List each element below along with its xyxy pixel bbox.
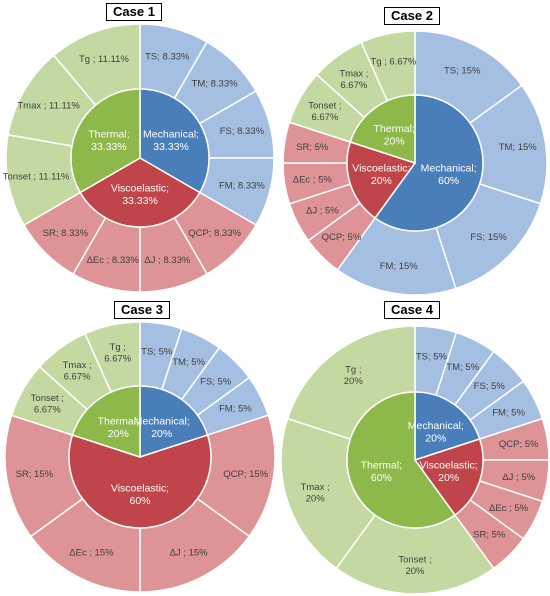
case-3-outer-label-qcp: QCP; 15% — [223, 469, 268, 480]
case-3-outer-label-ts: TS; 5% — [141, 347, 173, 358]
case-2-outer-label-tonset: Tonset ; 6.67% — [308, 101, 341, 123]
case-1-inner-slice-mechanical — [139, 88, 210, 194]
case-4-title: Case 4 — [384, 301, 440, 319]
case-1-chart: TS; 8.33% TM; 8.33% FS; 8.33% FM; 8.33% QCP;… — [3, 23, 275, 293]
case-1-title: Case 1 — [106, 3, 162, 21]
case-2-inner-label-viscoelastic: Viscoelastic; 20% — [352, 162, 410, 187]
case-1-outer-label-qcp: QCP; 8.33% — [188, 228, 241, 239]
case-3-outer-label-tm: TM; 5% — [172, 357, 205, 368]
case-1-outer-label-fm: FM; 8.33% — [219, 181, 265, 192]
case-4-outer-label-tonset: Tonset ; 20% — [398, 555, 431, 577]
case-1-outer-label-sr: SR; 8.33% — [43, 228, 89, 239]
case-2-inner-slice-thermal — [349, 94, 416, 165]
case-1-inner-slice-viscoelastic — [79, 157, 201, 228]
case-2-outer-label-delta-j: ΔJ ; 5% — [306, 206, 339, 217]
case-1-inner-label-thermal: Thermal; 33.33% — [88, 128, 129, 153]
case-2-outer-label-tg: Tg ; 6.67% — [370, 57, 416, 68]
case-2-outer-label-ts: TS; 15% — [444, 66, 481, 77]
case-4-outer-label-fm: FM; 5% — [492, 408, 525, 419]
case-2-outer-label-sr: SR; 5% — [296, 142, 329, 153]
case-4-outer-label-tg: Tg ; 20% — [344, 365, 364, 387]
case-1-outer-label-fs: FS; 8.33% — [220, 126, 265, 137]
case-1-outer-label-tg: Tg ; 11.11% — [79, 54, 129, 65]
case-1-inner-label-mechanical: Mechanical; 33.33% — [143, 128, 199, 153]
case-2-outer-label-qcp: QCP; 5% — [322, 232, 362, 243]
case-4-inner-slice-mechanical — [414, 391, 481, 462]
case-3-inner-slice-mechanical — [139, 385, 209, 459]
case-1-outer-label-delta-ec: ΔEc ; 8.33% — [87, 255, 140, 266]
case-3-outer-label-fm: FM; 5% — [219, 404, 252, 415]
case-3-outer-label-tg: Tg ; 6.67% — [104, 342, 131, 364]
case-4-outer-label-ts: TS; 5% — [416, 352, 448, 363]
case-3-outer-label-delta-ec: ΔEc ; 15% — [69, 548, 114, 559]
case-4-outer-label-fs: FS; 5% — [474, 381, 506, 392]
case-2-outer-label-tm: TM; 15% — [499, 142, 538, 153]
case-1-outer-label-tmax: Tmax ; 11.11% — [17, 101, 80, 112]
case-1-inner-label-viscoelastic: Viscoelastic; 33.33% — [111, 182, 169, 207]
case-4-outer-label-delta-j: ΔJ ; 5% — [502, 472, 535, 483]
case-4-inner-slice-viscoelastic — [413, 438, 484, 517]
case-4-inner-slice-thermal — [346, 391, 457, 529]
case-3-outer-label-sr: SR; 15% — [16, 469, 54, 480]
case-2-inner-label-mechanical: Mechanical; 60% — [421, 162, 477, 187]
case-4-outer-label-qcp: QCP; 5% — [499, 439, 539, 450]
case-3-inner-label-mechanical: Mechanical; 20% — [134, 416, 190, 441]
case-3-outer-label-tonset: Tonset ; 6.67% — [31, 393, 64, 415]
case-3-outer-label-fs: FS; 5% — [200, 377, 232, 388]
case-4-chart: TS; 5%TM; 5% FS; 5% FM; 5% QCP; 5% ΔJ ; 5% ΔE… — [280, 325, 550, 595]
case-1-outer-label-delta-j: ΔJ ; 8.33% — [144, 255, 191, 266]
case-2-outer-label-delta-ec: ΔEc ; 5% — [293, 175, 333, 186]
case-2-chart: TS; 15% TM; 15% FS; 15% FM; 15% QCP; 5% ΔJ ; … — [282, 30, 548, 296]
case-2-outer-label-fm: FM; 15% — [380, 261, 419, 272]
case-3-chart: TS; 5%TM; 5% FS; 5% FM; 5% QCP; 15% ΔJ ; 15%… — [4, 321, 276, 593]
case-4-outer-label-delta-ec: ΔEc ; 5% — [489, 503, 529, 514]
case-1-outer-label-tm: TM; 8.33% — [192, 79, 238, 90]
case-1-outer-label-tonset: Tonset ; 11.11% — [3, 172, 70, 183]
case-1-inner-slice-thermal — [70, 88, 141, 194]
case-3-inner-label-viscoelastic: Viscoelastic; 60% — [111, 482, 169, 507]
case-4-outer-label-tmax: Tmax ; 20% — [301, 482, 330, 504]
case-2-inner-slice-viscoelastic — [346, 141, 417, 220]
case-3-inner-label-thermal: Thermal; 20% — [98, 416, 139, 441]
case-3-outer-label-tmax: Tmax ; 6.67% — [63, 360, 92, 382]
case-4-outer-label-sr: SR; 5% — [473, 530, 506, 541]
case-2-inner-slice-mechanical — [373, 94, 484, 232]
case-4-inner-label-viscoelastic: Viscoelastic; 20% — [420, 459, 478, 484]
case-2-title: Case 2 — [384, 7, 440, 25]
case-4-inner-label-thermal: Thermal; 60% — [361, 459, 402, 484]
case-4-inner-label-mechanical: Mechanical; 20% — [408, 420, 464, 445]
case-2-outer-label-tmax: Tmax ; 6.67% — [339, 69, 368, 91]
case-3-outer-label-delta-j: ΔJ ; 15% — [170, 548, 209, 559]
case-1-outer-label-ts: TS; 8.33% — [145, 51, 190, 62]
case-3-title: Case 3 — [114, 301, 170, 319]
case-3-inner-slice-thermal — [71, 385, 141, 459]
case-2-inner-label-thermal: Thermal; 20% — [373, 123, 414, 148]
case-3-inner-slice-viscoelastic — [68, 434, 212, 529]
case-4-outer-label-tm: TM; 5% — [446, 362, 479, 373]
case-2-outer-label-fs: FS; 15% — [470, 232, 507, 243]
